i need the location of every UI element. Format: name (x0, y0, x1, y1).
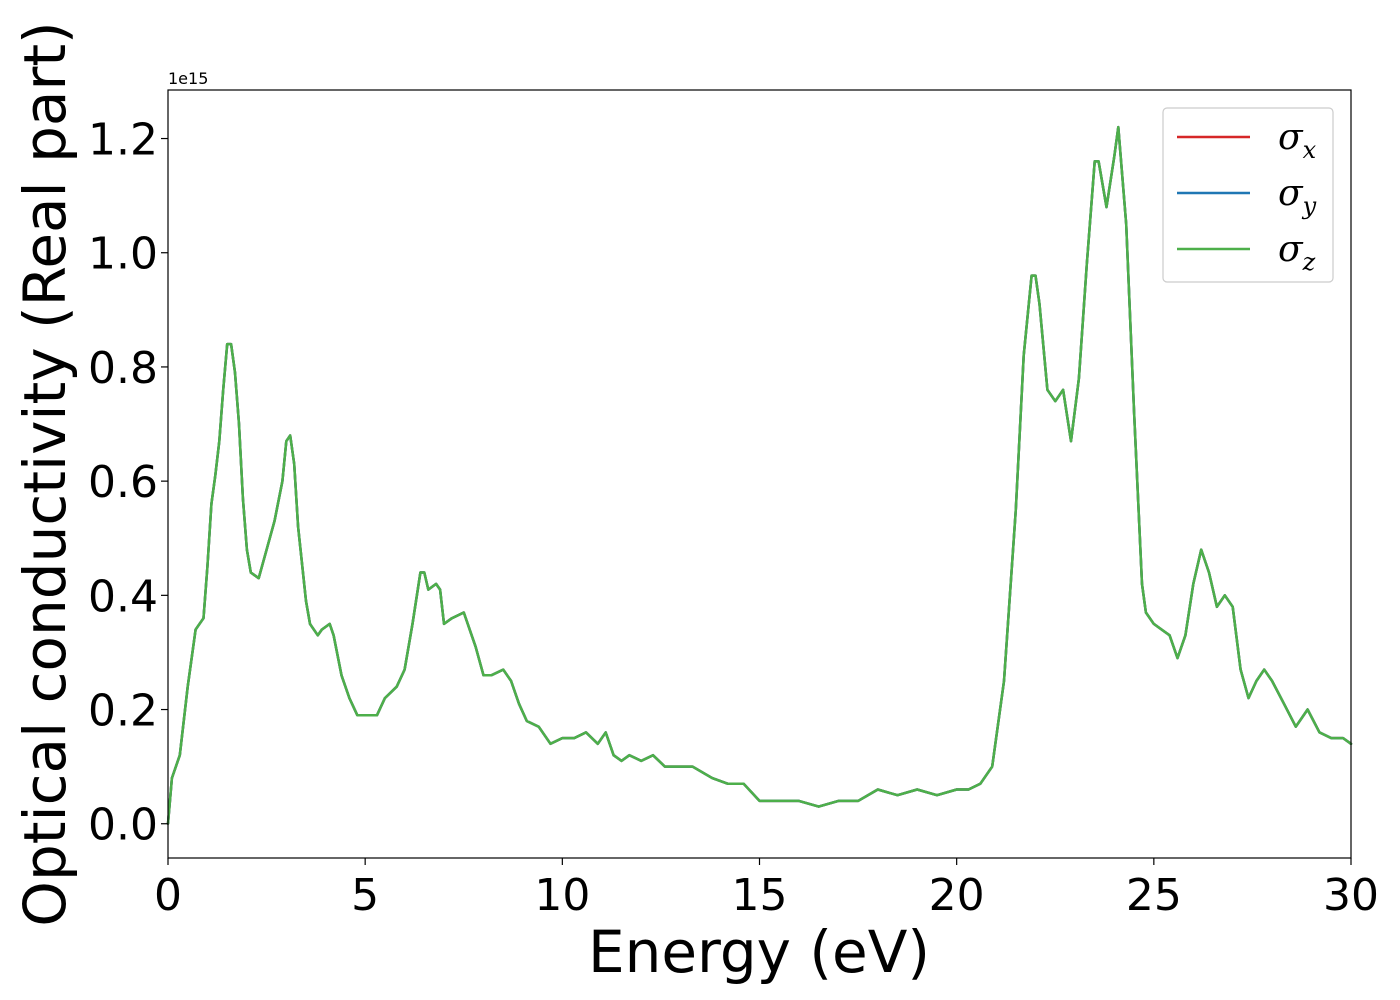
legend: σx σy σz (1162, 107, 1334, 283)
legend-label-sigma-y: σy (1278, 173, 1317, 220)
y-axis-label: Optical conductivity (Real part) (11, 21, 79, 926)
x-tick-label: 10 (534, 870, 590, 921)
y-tick-label: 0.6 (88, 457, 158, 508)
series-line-sigma-z (166, 125, 1353, 825)
y-tick-label: 0.2 (88, 686, 158, 737)
y-axis-ticks: 0.0 0.2 0.4 0.6 0.8 1.0 1.2 (88, 115, 168, 851)
x-tick-label: 5 (351, 870, 379, 921)
x-tick-label: 0 (154, 870, 182, 921)
x-axis-ticks: 0 5 10 15 20 25 30 (154, 858, 1379, 921)
x-tick-label: 15 (732, 870, 788, 921)
x-axis-label: Energy (eV) (588, 918, 930, 986)
y-tick-label: 1.2 (88, 115, 158, 166)
x-tick-label: 20 (929, 870, 985, 921)
legend-label-sigma-z: σz (1278, 229, 1316, 276)
plot-lines (166, 125, 1353, 825)
y-tick-label: 1.0 (88, 229, 158, 280)
y-tick-label: 0.4 (88, 571, 158, 622)
legend-label-sigma-x: σx (1278, 117, 1317, 164)
y-offset-label: 1e15 (168, 69, 208, 88)
x-tick-label: 25 (1126, 870, 1182, 921)
y-tick-label: 0.0 (88, 800, 158, 851)
legend-box (1162, 107, 1334, 283)
y-tick-label: 0.8 (88, 343, 158, 394)
x-tick-label: 30 (1323, 870, 1379, 921)
